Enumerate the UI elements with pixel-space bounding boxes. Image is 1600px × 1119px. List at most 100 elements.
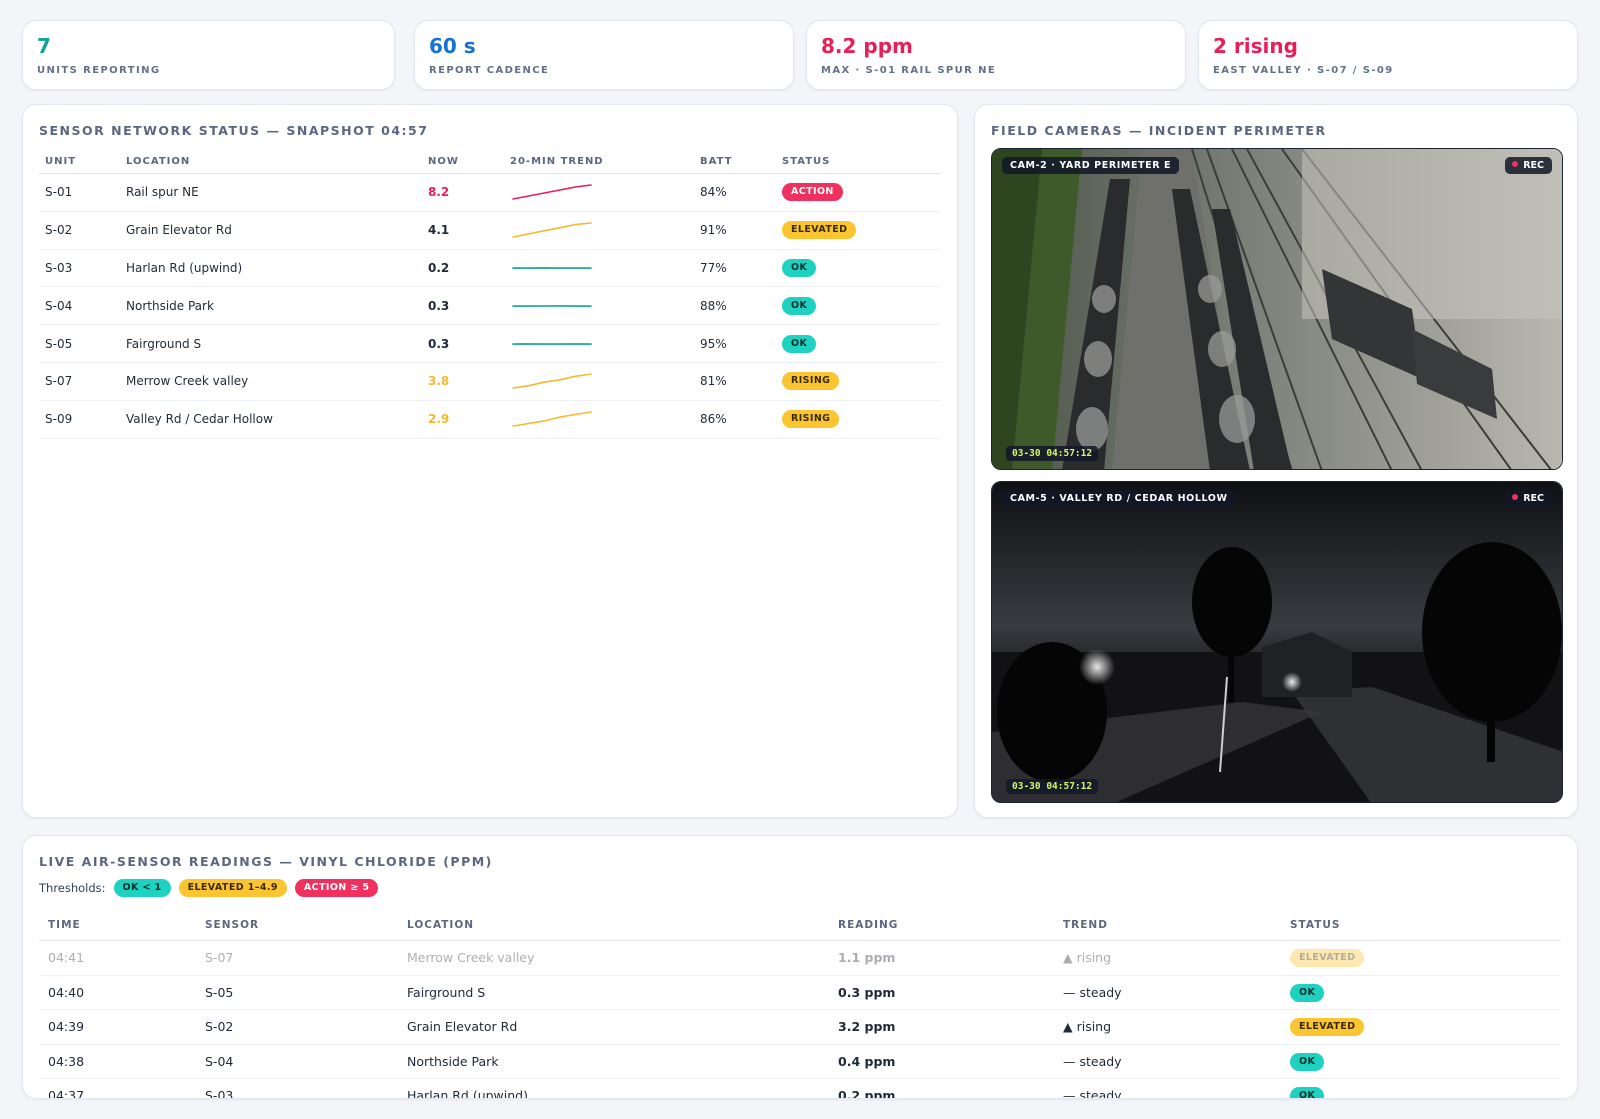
table-row[interactable]: S-01 Rail spur NE 8.2 84% ACTION (39, 173, 941, 212)
reading-value: 0.4 ppm (829, 1044, 1054, 1079)
status-cell: ELEVATED (776, 211, 941, 250)
kpi-value: 2 rising (1213, 34, 1298, 58)
reading-sensor: S-02 (196, 1009, 398, 1045)
status-badge: OK (782, 296, 817, 315)
status-badge: ELEVATED (1290, 949, 1365, 968)
camera-label: CAM-2 · YARD PERIMETER E (1002, 157, 1180, 174)
reading-time: 04:37 (39, 1078, 196, 1098)
reading-trend: — steady (1054, 1044, 1281, 1079)
status-badge: ELEVATED (1290, 1018, 1365, 1037)
live-readings-panel: LIVE AIR-SENSOR READINGS — VINYL CHLORID… (22, 835, 1578, 1099)
col-header-time[interactable]: TIME (39, 913, 196, 941)
unit-location: Fairground S (120, 324, 422, 363)
kpi-max-reading: 8.2 ppm MAX · S-01 RAIL SPUR NE (806, 20, 1186, 90)
recording-dot-icon (1512, 494, 1519, 500)
recording-dot-icon (1512, 161, 1519, 167)
unit-location: Valley Rd / Cedar Hollow (120, 400, 422, 439)
table-row[interactable]: 04:41 S-07 Merrow Creek valley 1.1 ppm ▲… (39, 940, 1561, 976)
battery-level: 91% (694, 211, 776, 250)
kpi-value: 8.2 ppm (821, 34, 913, 58)
status-badge: OK (1290, 1087, 1325, 1098)
camera-feed-cam-5[interactable]: CAM-5 · VALLEY RD / CEDAR HOLLOW REC 03-… (991, 481, 1563, 803)
sensor-status-table: UNIT LOCATION NOW 20-MIN TREND BATT STAT… (39, 150, 941, 439)
sparkline (512, 373, 592, 390)
kpi-report-cadence: 60 s REPORT CADENCE (414, 20, 794, 90)
unit-location: Rail spur NE (120, 173, 422, 212)
table-row[interactable]: S-04 Northside Park 0.3 88% OK (39, 286, 941, 326)
col-header-trend[interactable]: TREND (1054, 913, 1281, 941)
table-row[interactable]: S-07 Merrow Creek valley 3.8 81% RISING (39, 362, 941, 401)
sparkline (512, 267, 592, 269)
reading-trend: ▲ rising (1054, 1009, 1281, 1045)
table-row[interactable]: 04:40 S-05 Fairground S 0.3 ppm — steady… (39, 975, 1561, 1010)
current-reading: 4.1 (422, 211, 504, 250)
sparkline (512, 304, 592, 307)
sparkline-path (512, 373, 592, 390)
reading-time: 04:39 (39, 1009, 196, 1045)
status-badge: ACTION (782, 183, 843, 202)
status-cell: OK (776, 286, 941, 326)
status-cell: OK (776, 249, 941, 288)
status-cell: RISING (776, 362, 941, 401)
sparkline (512, 411, 592, 427)
unit-id: S-03 (39, 249, 120, 288)
col-header-batt[interactable]: BATT (694, 150, 776, 174)
reading-sensor: S-04 (196, 1044, 398, 1079)
reading-time: 04:41 (39, 940, 196, 976)
reading-location: Harlan Rd (upwind) (398, 1078, 829, 1098)
sparkline-path (512, 222, 592, 238)
reading-location: Fairground S (398, 975, 829, 1010)
kpi-units-reporting: 7 UNITS REPORTING (22, 20, 395, 90)
threshold-legend: Thresholds: OK < 1 ELEVATED 1–4.9 ACTION… (39, 879, 1561, 897)
reading-value: 0.2 ppm (829, 1078, 1054, 1098)
col-header-now[interactable]: NOW (422, 150, 504, 174)
table-row[interactable]: 04:39 S-02 Grain Elevator Rd 3.2 ppm ▲ r… (39, 1009, 1561, 1045)
kpi-label: MAX · S-01 RAIL SPUR NE (821, 65, 997, 76)
camera-label: CAM-5 · VALLEY RD / CEDAR HOLLOW (1002, 490, 1236, 507)
col-header-unit[interactable]: UNIT (39, 150, 120, 174)
battery-level: 77% (694, 249, 776, 288)
trend-cell (504, 286, 694, 326)
table-row[interactable]: 04:37 S-03 Harlan Rd (upwind) 0.2 ppm — … (39, 1078, 1561, 1098)
col-header-location[interactable]: LOCATION (120, 150, 422, 174)
threshold-ok-badge: OK < 1 (113, 879, 171, 897)
current-reading: 2.9 (422, 400, 504, 439)
rec-text: REC (1523, 160, 1544, 171)
col-header-status[interactable]: STATUS (1281, 913, 1561, 941)
col-header-trend[interactable]: 20-MIN TREND (504, 150, 694, 174)
col-header-status[interactable]: STATUS (776, 150, 941, 174)
status-badge: OK (782, 258, 817, 277)
current-reading: 0.2 (422, 249, 504, 288)
table-row[interactable]: 04:38 S-04 Northside Park 0.4 ppm — stea… (39, 1044, 1561, 1079)
sparkline (512, 222, 592, 238)
thresholds-label: Thresholds: (39, 881, 106, 895)
col-header-sensor[interactable]: SENSOR (196, 913, 398, 941)
unit-id: S-05 (39, 324, 120, 363)
current-reading: 0.3 (422, 286, 504, 326)
status-cell: OK (1281, 975, 1561, 1010)
rail-yard-scene (992, 149, 1562, 469)
trend-cell (504, 211, 694, 250)
unit-id: S-01 (39, 173, 120, 212)
col-header-location[interactable]: LOCATION (398, 913, 829, 941)
table-row[interactable]: S-09 Valley Rd / Cedar Hollow 2.9 86% RI… (39, 400, 941, 439)
table-row[interactable]: S-03 Harlan Rd (upwind) 0.2 77% OK (39, 249, 941, 288)
unit-id: S-04 (39, 286, 120, 326)
table-row[interactable]: S-05 Fairground S 0.3 95% OK (39, 324, 941, 363)
field-cameras-panel: FIELD CAMERAS — INCIDENT PERIMETER (974, 104, 1578, 818)
table-row[interactable]: S-02 Grain Elevator Rd 4.1 91% ELEVATED (39, 211, 941, 250)
unit-location: Grain Elevator Rd (120, 211, 422, 250)
unit-id: S-02 (39, 211, 120, 250)
reading-trend: — steady (1054, 1078, 1281, 1098)
kpi-label: REPORT CADENCE (429, 65, 550, 76)
reading-trend: — steady (1054, 975, 1281, 1010)
reading-value: 0.3 ppm (829, 975, 1054, 1010)
col-header-reading[interactable]: READING (829, 913, 1054, 941)
trend-cell (504, 324, 694, 363)
table-header-row: UNIT LOCATION NOW 20-MIN TREND BATT STAT… (39, 150, 941, 174)
current-reading: 8.2 (422, 173, 504, 212)
unit-id: S-07 (39, 362, 120, 401)
camera-feed-cam-2[interactable]: CAM-2 · YARD PERIMETER E REC 03-30 04:57… (991, 148, 1563, 470)
kpi-value: 7 (37, 34, 51, 58)
threshold-elevated-badge: ELEVATED 1–4.9 (178, 879, 287, 897)
